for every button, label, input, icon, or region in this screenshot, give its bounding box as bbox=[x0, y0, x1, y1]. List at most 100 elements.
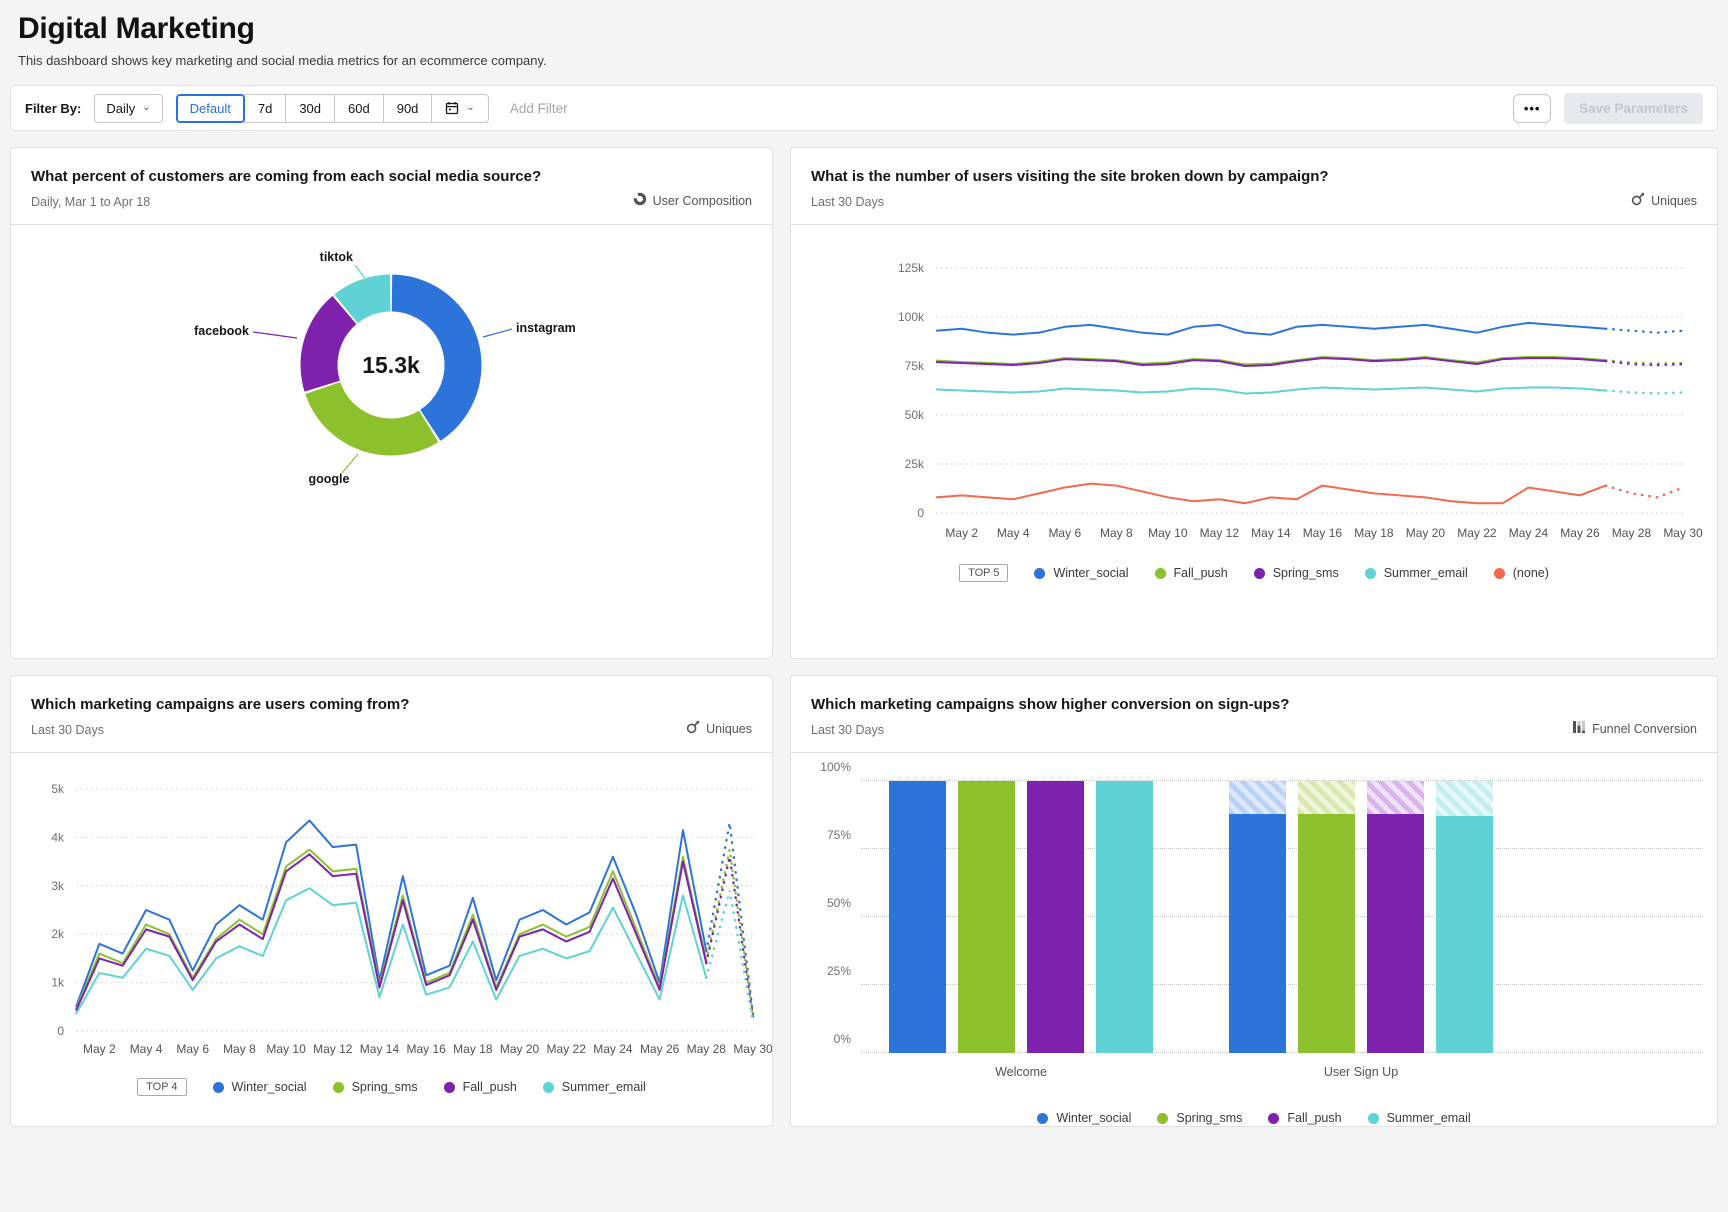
svg-text:May 12: May 12 bbox=[1200, 526, 1240, 540]
legend-top-n-badge: TOP 5 bbox=[959, 564, 1009, 582]
user-composition-icon bbox=[633, 192, 647, 209]
bar-summer_email-welcome[interactable] bbox=[1096, 781, 1153, 1053]
legend-item-spring-sms[interactable]: Spring_sms bbox=[1253, 566, 1339, 580]
svg-text:0: 0 bbox=[917, 506, 924, 520]
legend-color-dot bbox=[332, 1081, 344, 1093]
panel-campaign-uniques: Which marketing campaigns are users comi… bbox=[10, 675, 773, 1127]
svg-text:May 28: May 28 bbox=[687, 1042, 727, 1056]
panel-visits-by-campaign: What is the number of users visiting the… bbox=[790, 147, 1718, 659]
bar-group-label: Welcome bbox=[995, 1065, 1047, 1079]
donut-segment-label-google: google bbox=[309, 472, 350, 486]
bar-chart-canvas: 100% 75% 50% 25% 0% Welcome User Sign Up bbox=[820, 760, 1703, 1079]
legend-label: (none) bbox=[1512, 566, 1549, 580]
legend-item-fall-push[interactable]: Fall_push bbox=[1154, 566, 1228, 580]
bar-hatched-segment bbox=[1436, 781, 1493, 817]
legend-item-fall-push[interactable]: Fall_push bbox=[443, 1080, 517, 1094]
legend-color-dot bbox=[1157, 1112, 1169, 1124]
bar-spring_sms-user-sign-up[interactable] bbox=[1298, 781, 1355, 1053]
bar-group-user-sign-up bbox=[1229, 781, 1493, 1053]
legend-item-fall-push[interactable]: Fall_push bbox=[1268, 1111, 1342, 1125]
badge-label: Funnel Conversion bbox=[1592, 721, 1697, 736]
date-range-segment: Default 7d 30d 60d 90d ⌄ bbox=[175, 93, 489, 123]
legend-item-summer-email[interactable]: Summer_email bbox=[1367, 1111, 1471, 1125]
bar-winter_social-welcome[interactable] bbox=[889, 781, 946, 1053]
legend-color-dot bbox=[1367, 1112, 1379, 1124]
legend-label: Fall_push bbox=[462, 1080, 517, 1094]
svg-text:125k: 125k bbox=[898, 261, 925, 275]
interval-dropdown-value: Daily bbox=[106, 100, 136, 116]
add-filter-button[interactable]: Add Filter bbox=[509, 100, 568, 116]
panel-header: What percent of customers are coming fro… bbox=[11, 148, 772, 225]
legend-color-dot bbox=[212, 1081, 224, 1093]
save-parameters-button[interactable]: Save Parameters bbox=[1564, 92, 1703, 124]
svg-text:May 4: May 4 bbox=[130, 1042, 163, 1056]
legend-item-summer-email[interactable]: Summer_email bbox=[542, 1080, 646, 1094]
range-button-90d[interactable]: 90d bbox=[382, 93, 433, 123]
legend-color-dot bbox=[1034, 567, 1046, 579]
svg-text:25k: 25k bbox=[905, 457, 925, 471]
overflow-menu-button[interactable]: ••• bbox=[1513, 93, 1552, 123]
chart-type-badge: Uniques bbox=[1631, 192, 1697, 209]
bar-hatched-segment bbox=[1367, 781, 1424, 814]
legend-top-n-badge: TOP 4 bbox=[137, 1078, 187, 1096]
legend-color-dot bbox=[1154, 567, 1166, 579]
y-axis-label: 75% bbox=[826, 828, 851, 842]
calendar-range-button[interactable]: ⌄ bbox=[431, 93, 489, 123]
svg-text:May 4: May 4 bbox=[997, 526, 1030, 540]
panel-funnel-conversion: Which marketing campaigns show higher co… bbox=[790, 675, 1718, 1127]
donut-segment-label-facebook: facebook bbox=[194, 324, 249, 338]
page-header: Digital Marketing This dashboard shows k… bbox=[0, 0, 1728, 68]
bar-summer_email-user-sign-up[interactable] bbox=[1436, 781, 1493, 1053]
legend-item-winter-social[interactable]: Winter_social bbox=[1037, 1111, 1131, 1125]
panel-title: Which marketing campaigns are users comi… bbox=[31, 696, 410, 713]
funnel-conversion-icon bbox=[1572, 720, 1586, 737]
panel-subtitle: Daily, Mar 1 to Apr 18 bbox=[31, 195, 151, 209]
legend-item-spring-sms[interactable]: Spring_sms bbox=[1157, 1111, 1242, 1125]
svg-text:May 20: May 20 bbox=[1406, 526, 1446, 540]
svg-text:May 24: May 24 bbox=[1509, 526, 1549, 540]
svg-text:May 28: May 28 bbox=[1612, 526, 1652, 540]
svg-text:2k: 2k bbox=[51, 927, 65, 941]
legend-color-dot bbox=[1493, 567, 1505, 579]
bar-group-label: User Sign Up bbox=[1323, 1065, 1399, 1079]
bar-winter_social-user-sign-up[interactable] bbox=[1229, 781, 1286, 1053]
svg-text:May 2: May 2 bbox=[83, 1042, 116, 1056]
bar-fall_push-user-sign-up[interactable] bbox=[1367, 781, 1424, 1053]
legend-item--none-[interactable]: (none) bbox=[1493, 566, 1549, 580]
legend-label: Spring_sms bbox=[351, 1080, 418, 1094]
svg-text:May 12: May 12 bbox=[313, 1042, 353, 1056]
svg-text:May 22: May 22 bbox=[1457, 526, 1497, 540]
range-button-7d[interactable]: 7d bbox=[243, 93, 287, 123]
legend-item-spring-sms[interactable]: Spring_sms bbox=[332, 1080, 418, 1094]
badge-label: Uniques bbox=[1651, 193, 1697, 208]
bar-fall_push-welcome[interactable] bbox=[1027, 781, 1084, 1053]
bar-hatched-segment bbox=[1298, 781, 1355, 814]
bar-spring_sms-welcome[interactable] bbox=[958, 781, 1015, 1053]
svg-text:1k: 1k bbox=[51, 976, 65, 990]
legend-label: Fall_push bbox=[1287, 1111, 1342, 1125]
interval-dropdown[interactable]: Daily ⌄ bbox=[94, 93, 163, 123]
chart-legend: Winter_social Spring_sms Fall_push Summer_e… bbox=[791, 1111, 1717, 1125]
range-button-default[interactable]: Default bbox=[175, 93, 245, 123]
page-title: Digital Marketing bbox=[18, 12, 255, 45]
legend-item-winter-social[interactable]: Winter_social bbox=[212, 1080, 307, 1094]
svg-text:50k: 50k bbox=[905, 408, 925, 422]
range-button-30d[interactable]: 30d bbox=[285, 93, 336, 123]
svg-text:May 22: May 22 bbox=[547, 1042, 587, 1056]
bar-solid-segment bbox=[1436, 816, 1493, 1053]
legend-item-summer-email[interactable]: Summer_email bbox=[1364, 566, 1468, 580]
badge-label: Uniques bbox=[706, 721, 752, 736]
legend-label: Winter_social bbox=[1053, 566, 1129, 580]
badge-label: User Composition bbox=[652, 193, 752, 208]
bar-solid-segment bbox=[1096, 781, 1153, 1053]
range-button-60d[interactable]: 60d bbox=[334, 93, 384, 123]
bar-group-welcome bbox=[889, 781, 1153, 1053]
line-chart-canvas: 5k 4k 3k 2k 1k 0 May 2 May 4 May 6 May 8 May 10 May… bbox=[11, 753, 772, 1066]
bar-solid-segment bbox=[958, 781, 1015, 1053]
legend-item-winter-social[interactable]: Winter_social bbox=[1034, 566, 1129, 580]
panel-header: What is the number of users visiting the… bbox=[791, 148, 1717, 225]
bar-chart-funnel: 100% 75% 50% 25% 0% Welcome User Sign Up Winte… bbox=[791, 753, 1717, 1126]
bar-hatched-segment bbox=[1229, 781, 1286, 814]
chart-type-badge: Uniques bbox=[686, 720, 752, 737]
donut-chart: instagram google facebook tiktok 15.3k bbox=[11, 225, 772, 658]
